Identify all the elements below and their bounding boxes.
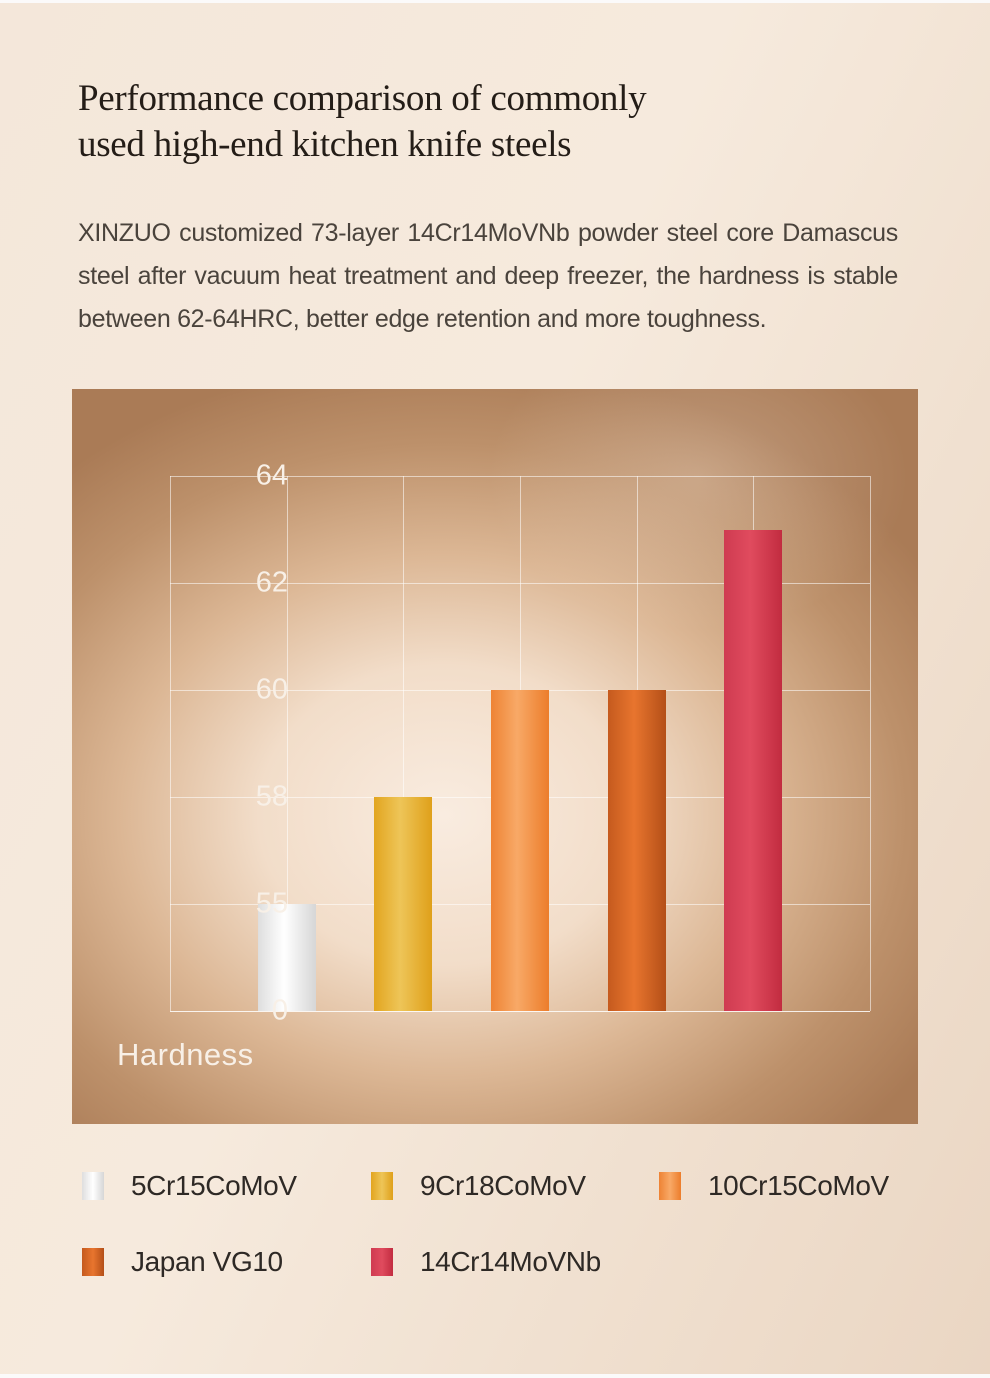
hardness-axis-label: Hardness xyxy=(117,1037,254,1072)
intro-line1: XINZUO customized 73-layer 14Cr14MoVNb p… xyxy=(78,219,898,247)
bar-9cr18comov xyxy=(374,797,433,1011)
intro-line3: between 62-64HRC, better edge retention … xyxy=(78,305,767,333)
legend-swatch-4 xyxy=(82,1248,104,1276)
legend-swatch-3 xyxy=(659,1172,681,1200)
bar-14cr14movnb xyxy=(724,529,783,1011)
intro-line2: steel after vacuum heat treatment and de… xyxy=(78,262,898,290)
legend-label-2: 9Cr18CoMoV xyxy=(420,1170,586,1201)
chart-legend: 5Cr15CoMoV 9Cr18CoMoV 10Cr15CoMoV Japan VG… xyxy=(82,1170,922,1322)
top-edge-strip xyxy=(0,0,990,3)
gridline-x-1 xyxy=(286,476,288,1011)
intro-paragraph: XINZUO customized 73-layer 14Cr14MoVNb p… xyxy=(78,212,898,341)
legend-item-5cr15comov: 5Cr15CoMoV xyxy=(82,1170,371,1202)
gridline-x-2 xyxy=(403,476,405,1011)
legend-item-10cr15comov: 10Cr15CoMoV xyxy=(659,1170,889,1202)
legend-item-14cr14movnb: 14Cr14MoVNb xyxy=(371,1246,659,1278)
y-tick-label-62: 62 xyxy=(255,566,288,599)
legend-swatch-1 xyxy=(82,1172,104,1200)
legend-swatch-5 xyxy=(371,1248,393,1276)
legend-label-3: 10Cr15CoMoV xyxy=(708,1170,889,1201)
y-tick-label-55: 55 xyxy=(255,887,288,920)
page-title-line1: Performance comparison of commonly xyxy=(78,78,647,119)
bottom-edge-strip xyxy=(0,1374,990,1378)
gridline-x-6 xyxy=(870,476,871,1011)
legend-swatch-2 xyxy=(371,1172,393,1200)
page-title: Performance comparison of commonly used … xyxy=(78,76,918,168)
legend-item-japan-vg10: Japan VG10 xyxy=(82,1246,371,1278)
y-axis-line xyxy=(170,476,171,1011)
legend-label-5: 14Cr14MoVNb xyxy=(420,1246,601,1277)
bar-japan-vg10 xyxy=(607,690,666,1011)
bar-10cr15comov xyxy=(491,690,549,1011)
page-title-line2: used high-end kitchen knife steels xyxy=(78,124,572,165)
y-tick-label-60: 60 xyxy=(255,673,288,706)
y-tick-label-0: 0 xyxy=(271,994,288,1027)
legend-label-4: Japan VG10 xyxy=(131,1246,283,1277)
legend-item-9cr18comov: 9Cr18CoMoV xyxy=(371,1170,659,1202)
y-tick-label-58: 58 xyxy=(255,780,288,813)
bar-5cr15comov xyxy=(257,904,316,1011)
legend-label-1: 5Cr15CoMoV xyxy=(131,1170,297,1201)
legend-row-1: 5Cr15CoMoV 9Cr18CoMoV 10Cr15CoMoV xyxy=(82,1170,922,1202)
plot-area xyxy=(170,476,871,1012)
hardness-bar-chart-panel: Hardness 64 62 60 58 55 0 xyxy=(72,389,918,1124)
gridline-y-0 xyxy=(170,1011,870,1012)
y-tick-label-64: 64 xyxy=(255,459,288,492)
legend-row-2: Japan VG10 14Cr14MoVNb xyxy=(82,1246,922,1278)
